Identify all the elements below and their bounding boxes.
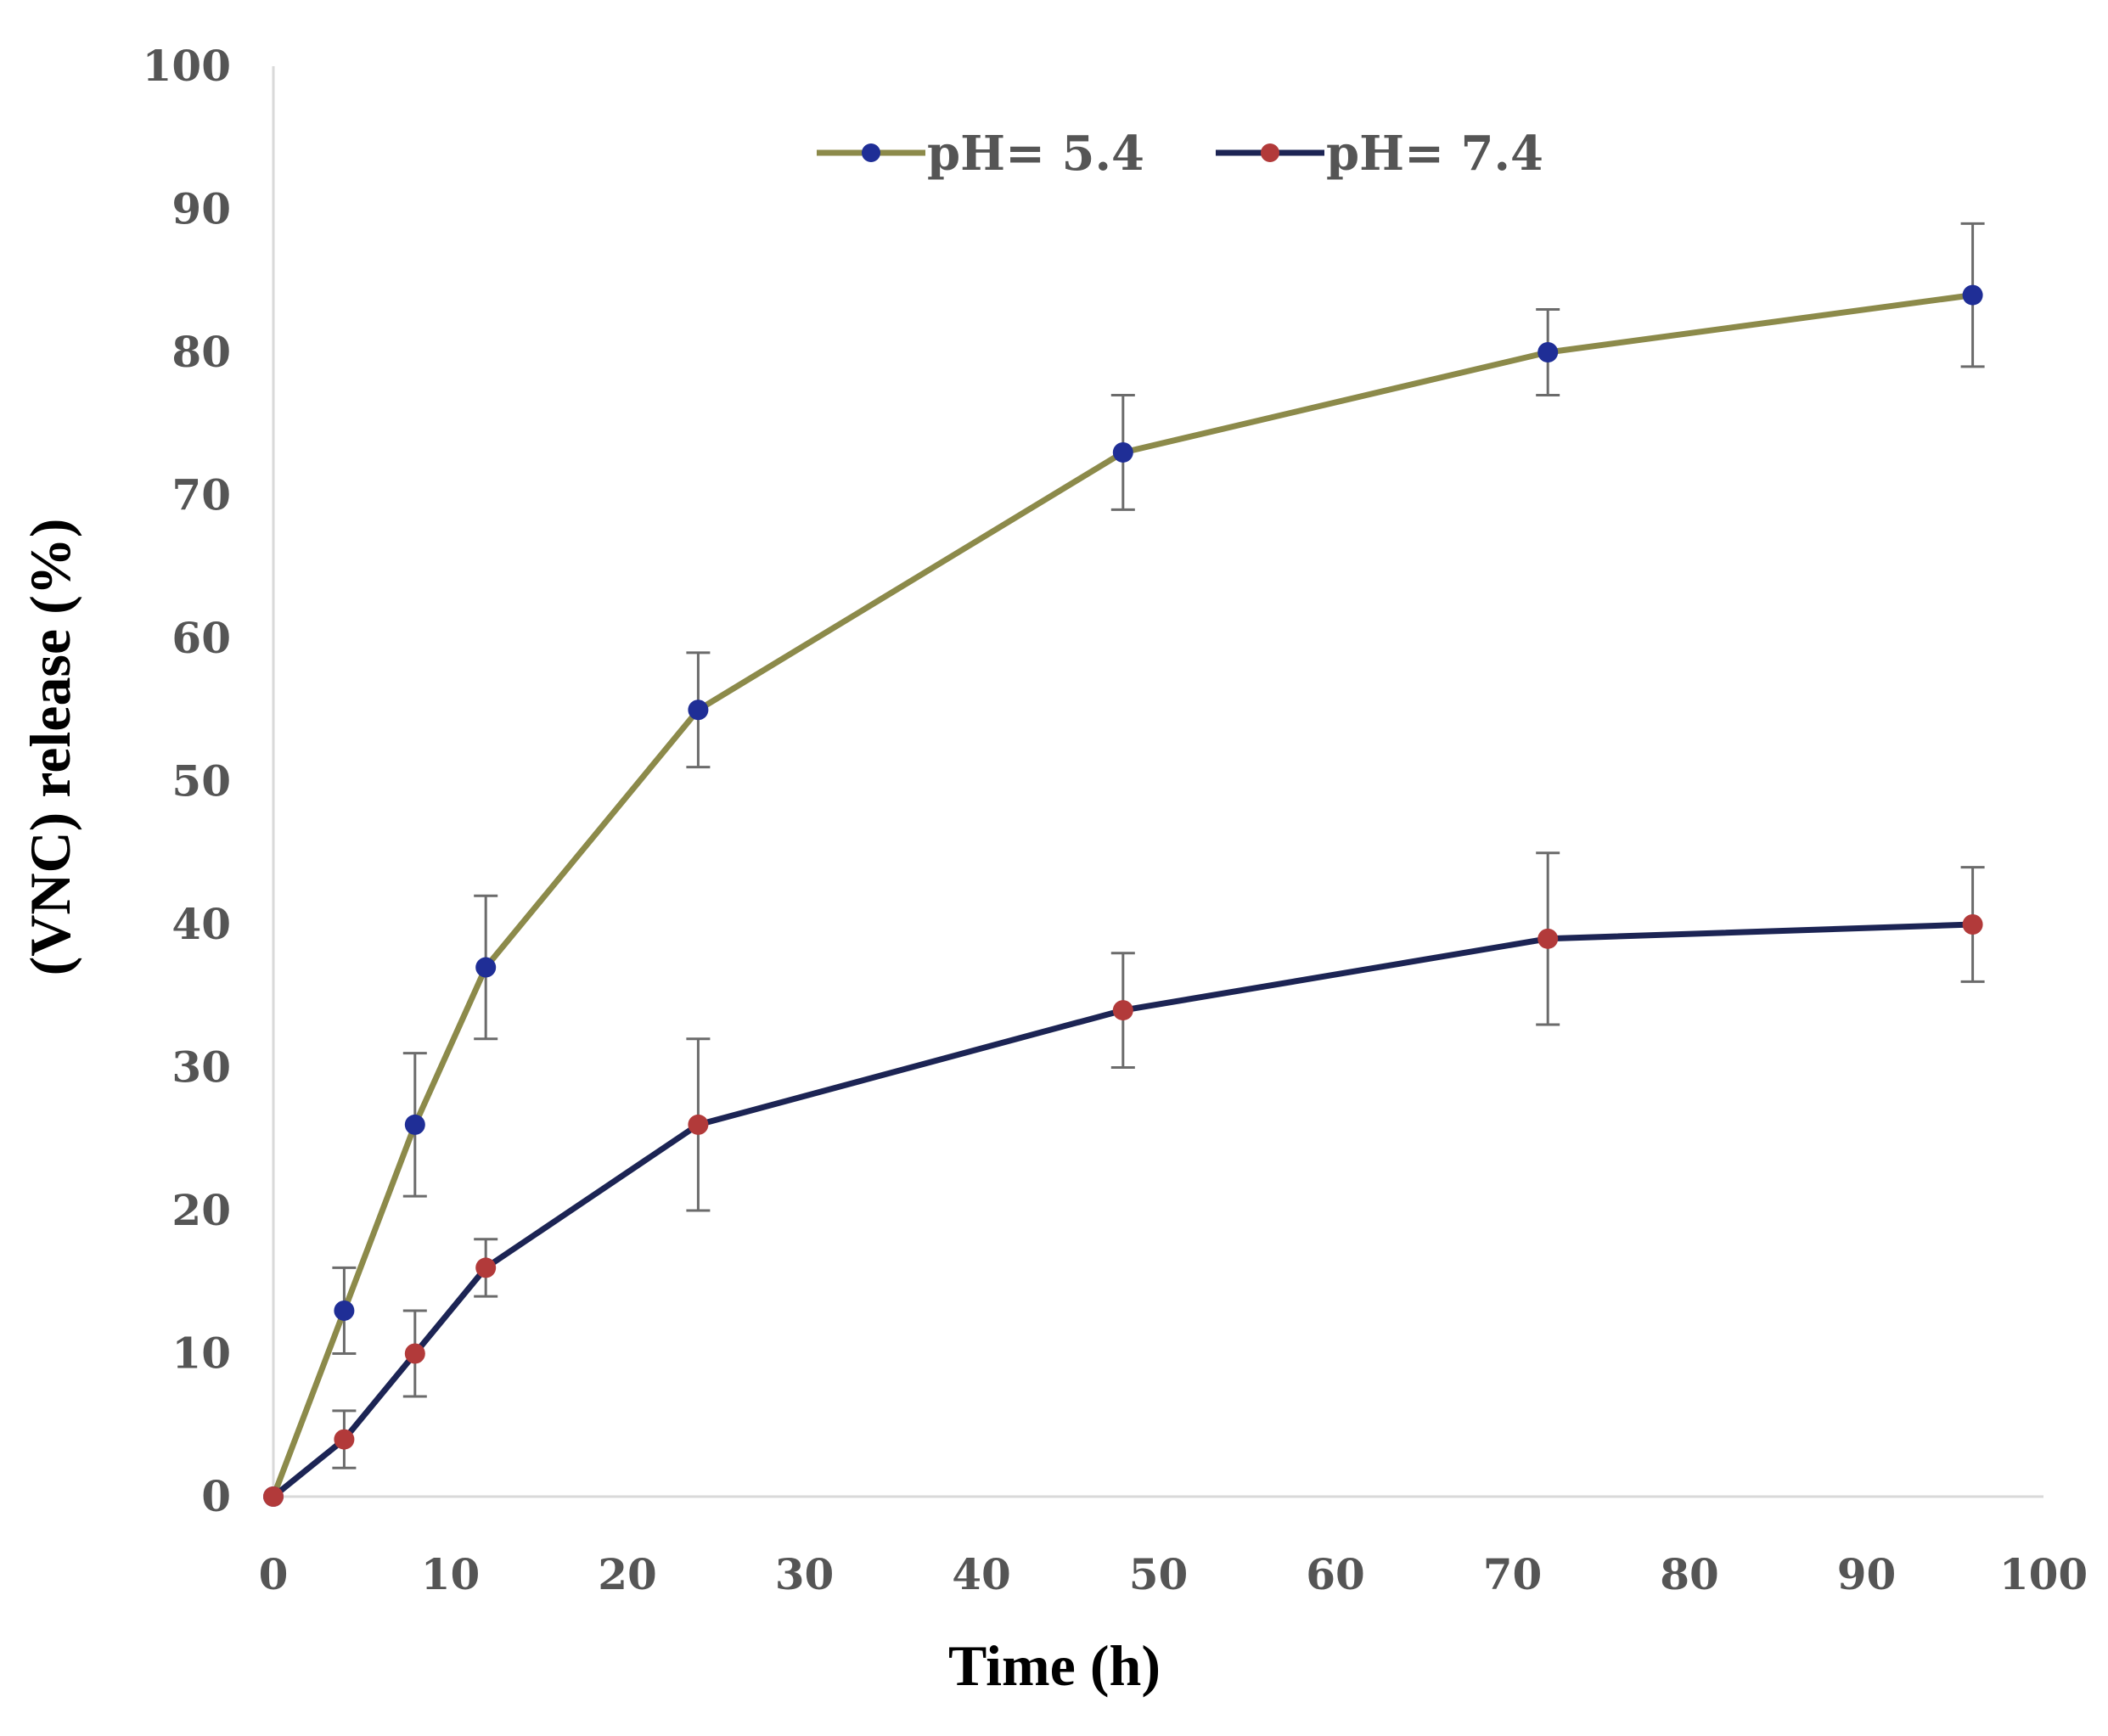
legend-item-ph-5-4: pH= 5.4 [817,126,1144,182]
x-tick-label: 20 [598,1549,657,1599]
data-point [334,1300,355,1321]
axes [272,66,2043,1498]
data-point [1537,928,1559,949]
legend-marker-ph-7-4 [1261,143,1279,162]
y-tick-label: 30 [171,1042,231,1093]
y-tick-label: 60 [171,613,231,663]
legend: pH= 5.4 pH= 7.4 [817,126,1543,182]
data-point [688,1114,709,1135]
legend-label-ph-5-4: pH= 5.4 [927,126,1144,182]
y-tick-label: 100 [143,41,231,91]
x-tick-label: 80 [1660,1549,1719,1599]
series-ph-7-4 [263,851,1985,1507]
x-tick-label: 0 [259,1549,289,1599]
y-tick-label: 20 [171,1185,231,1235]
data-point [1962,914,1983,935]
data-point [1537,342,1559,362]
x-tick-label: 30 [775,1549,835,1599]
y-tick-label: 0 [201,1471,231,1521]
x-axis-ticks: 0 10 20 30 40 50 60 70 80 90 100 [259,1549,2088,1599]
y-axis-ticks: 0 10 20 30 40 50 60 70 80 90 100 [143,41,231,1521]
data-point [1112,1000,1133,1021]
data-point [688,699,709,721]
x-tick-label: 50 [1129,1549,1189,1599]
y-tick-label: 50 [171,756,231,806]
x-axis-title: Time (h) [948,1633,1161,1698]
data-point [1112,441,1133,463]
x-tick-label: 90 [1837,1549,1897,1599]
x-tick-label: 40 [952,1549,1011,1599]
data-point [263,1486,284,1507]
data-point [1962,284,1983,306]
y-tick-label: 40 [171,899,231,949]
y-axis-title: (VNC) release (%) [18,519,82,976]
y-tick-label: 10 [171,1329,231,1379]
data-point [404,1114,425,1135]
x-tick-label: 60 [1306,1549,1365,1599]
series-layer [263,222,1985,1507]
series-line [271,921,1973,1499]
data-point [475,1257,497,1278]
legend-label-ph-7-4: pH= 7.4 [1326,126,1543,182]
data-point [334,1429,355,1450]
x-tick-label: 10 [421,1549,481,1599]
y-tick-label: 70 [171,470,231,520]
y-tick-label: 80 [171,327,231,377]
y-tick-label: 90 [171,184,231,234]
x-tick-label: 70 [1483,1549,1543,1599]
series-ph-5-4 [263,222,1985,1507]
legend-marker-ph-5-4 [862,143,880,162]
series-line [270,292,1974,1498]
legend-item-ph-7-4: pH= 7.4 [1216,126,1543,182]
data-point [404,1343,425,1364]
x-tick-label: 100 [1999,1549,2088,1599]
data-point [475,957,497,978]
